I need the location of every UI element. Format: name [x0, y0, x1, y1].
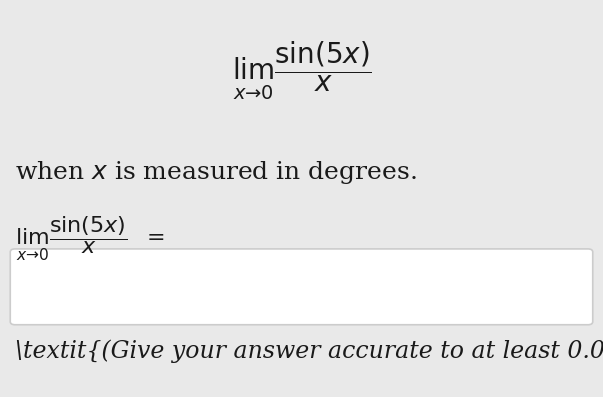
- Text: when $x$ is measured in degrees.: when $x$ is measured in degrees.: [15, 159, 417, 186]
- FancyBboxPatch shape: [10, 249, 593, 325]
- Text: $\lim_{x \to 0} \dfrac{\sin(5x)}{x}$  $=$: $\lim_{x \to 0} \dfrac{\sin(5x)}{x}$ $=$: [15, 214, 165, 262]
- Text: $\lim_{x \to 0} \dfrac{\sin(5x)}{x}$: $\lim_{x \to 0} \dfrac{\sin(5x)}{x}$: [232, 40, 371, 102]
- Text: \textit{(Give your answer accurate to at least 0.01.)}: \textit{(Give your answer accurate to at…: [15, 339, 603, 363]
